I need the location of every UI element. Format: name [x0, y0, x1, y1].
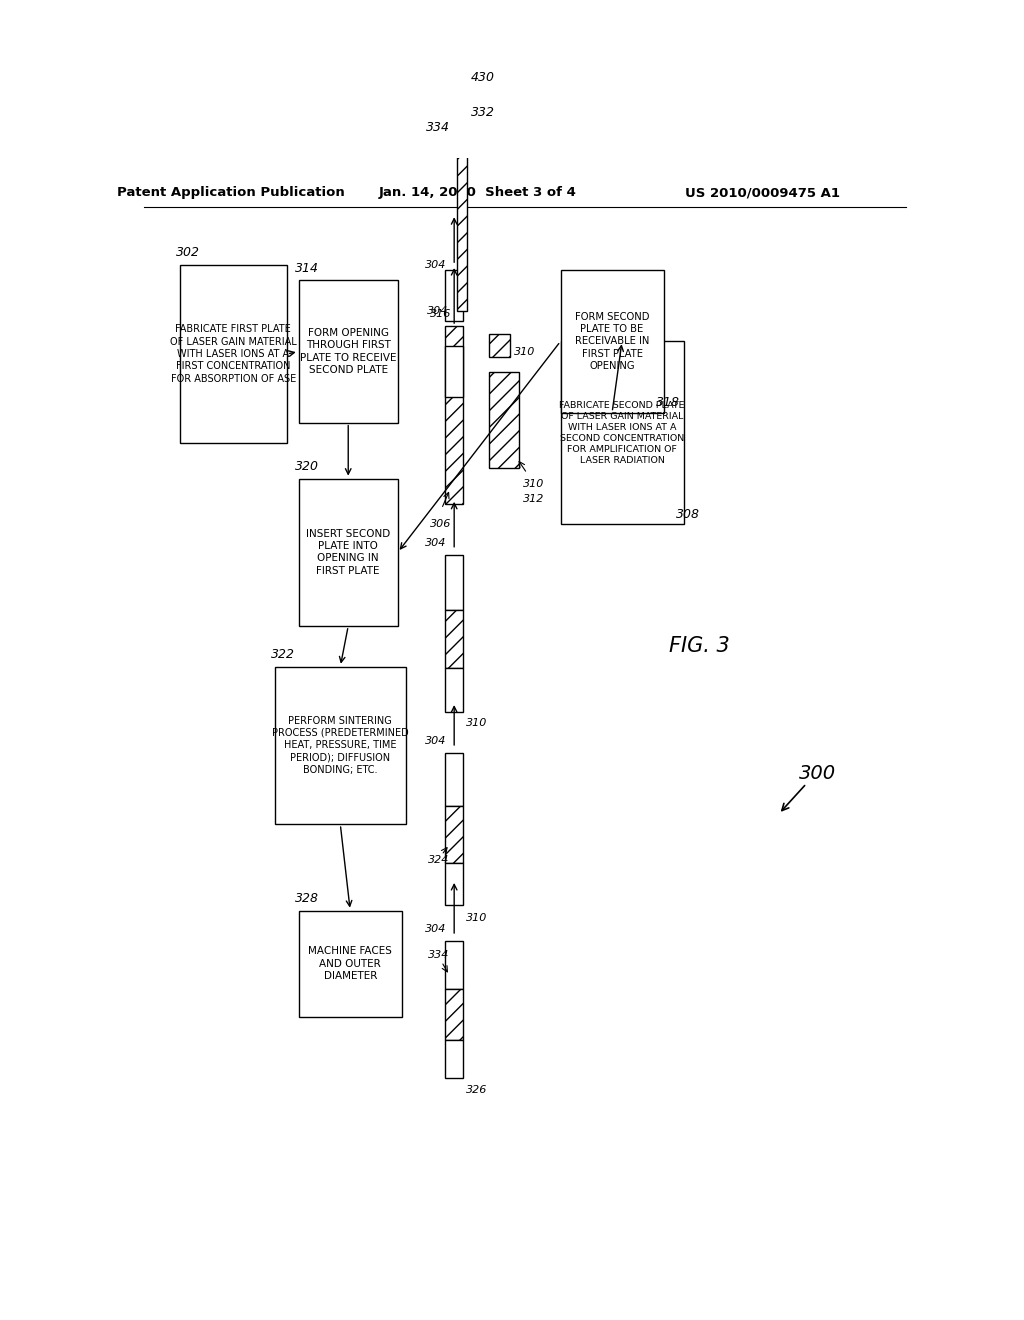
- Text: 304: 304: [425, 537, 446, 548]
- Bar: [299, 911, 401, 1018]
- Text: 300: 300: [799, 764, 836, 783]
- Text: INSERT SECOND
PLATE INTO
OPENING IN
FIRST PLATE: INSERT SECOND PLATE INTO OPENING IN FIRS…: [306, 528, 390, 576]
- Bar: [560, 271, 664, 412]
- Bar: [299, 280, 397, 422]
- Text: 310: 310: [523, 479, 545, 488]
- Text: 430: 430: [471, 70, 495, 83]
- Text: 310: 310: [514, 347, 536, 356]
- Text: 308: 308: [676, 508, 699, 520]
- Bar: [445, 989, 463, 1040]
- Text: Jan. 14, 2010  Sheet 3 of 4: Jan. 14, 2010 Sheet 3 of 4: [378, 186, 577, 199]
- Bar: [489, 334, 510, 356]
- Text: 318: 318: [655, 396, 680, 409]
- Text: 326: 326: [466, 1085, 487, 1096]
- Bar: [274, 667, 406, 824]
- Text: 320: 320: [295, 459, 318, 473]
- Text: US 2010/0009475 A1: US 2010/0009475 A1: [685, 186, 841, 199]
- Bar: [445, 807, 463, 863]
- Bar: [489, 372, 519, 469]
- Text: FABRICATE FIRST PLATE
OF LASER GAIN MATERIAL
WITH LASER IONS AT A
FIRST CONCENTR: FABRICATE FIRST PLATE OF LASER GAIN MATE…: [170, 325, 297, 384]
- Text: 316: 316: [430, 309, 451, 319]
- Text: 304: 304: [425, 924, 446, 933]
- Text: 334: 334: [426, 121, 450, 135]
- Text: 304: 304: [427, 306, 449, 315]
- Text: 322: 322: [270, 648, 295, 661]
- Bar: [445, 941, 463, 989]
- Text: FORM SECOND
PLATE TO BE
RECEIVABLE IN
FIRST PLATE
OPENING: FORM SECOND PLATE TO BE RECEIVABLE IN FI…: [574, 312, 649, 371]
- Text: 328: 328: [295, 892, 318, 904]
- Text: FIG. 3: FIG. 3: [669, 636, 730, 656]
- Text: PERFORM SINTERING
PROCESS (PREDETERMINED
HEAT, PRESSURE, TIME
PERIOD); DIFFUSION: PERFORM SINTERING PROCESS (PREDETERMINED…: [272, 715, 409, 775]
- Text: Patent Application Publication: Patent Application Publication: [118, 186, 345, 199]
- Text: 334: 334: [428, 950, 450, 960]
- Bar: [445, 554, 463, 610]
- Bar: [445, 752, 463, 807]
- Text: 312: 312: [523, 494, 545, 504]
- Text: 324: 324: [428, 855, 450, 865]
- Text: 304: 304: [425, 260, 446, 271]
- Text: 302: 302: [176, 247, 200, 260]
- Bar: [445, 610, 463, 668]
- Bar: [445, 346, 463, 397]
- Text: 314: 314: [295, 261, 318, 275]
- Bar: [445, 668, 463, 713]
- Bar: [445, 863, 463, 906]
- Bar: [445, 326, 463, 504]
- Bar: [560, 342, 684, 524]
- Text: 306: 306: [430, 519, 451, 529]
- Text: MACHINE FACES
AND OUTER
DIAMETER: MACHINE FACES AND OUTER DIAMETER: [308, 946, 392, 981]
- Text: FABRICATE SECOND PLATE
OF LASER GAIN MATERIAL
WITH LASER IONS AT A
SECOND CONCEN: FABRICATE SECOND PLATE OF LASER GAIN MAT…: [559, 400, 685, 465]
- Text: 332: 332: [471, 106, 495, 119]
- Text: FORM OPENING
THROUGH FIRST
PLATE TO RECEIVE
SECOND PLATE: FORM OPENING THROUGH FIRST PLATE TO RECE…: [300, 327, 396, 375]
- Text: 310: 310: [466, 718, 487, 727]
- Text: 304: 304: [425, 735, 446, 746]
- Bar: [299, 479, 397, 626]
- Bar: [179, 265, 287, 444]
- Text: 310: 310: [466, 912, 487, 923]
- Bar: [445, 271, 463, 321]
- Bar: [458, 87, 467, 312]
- Bar: [445, 1040, 463, 1078]
